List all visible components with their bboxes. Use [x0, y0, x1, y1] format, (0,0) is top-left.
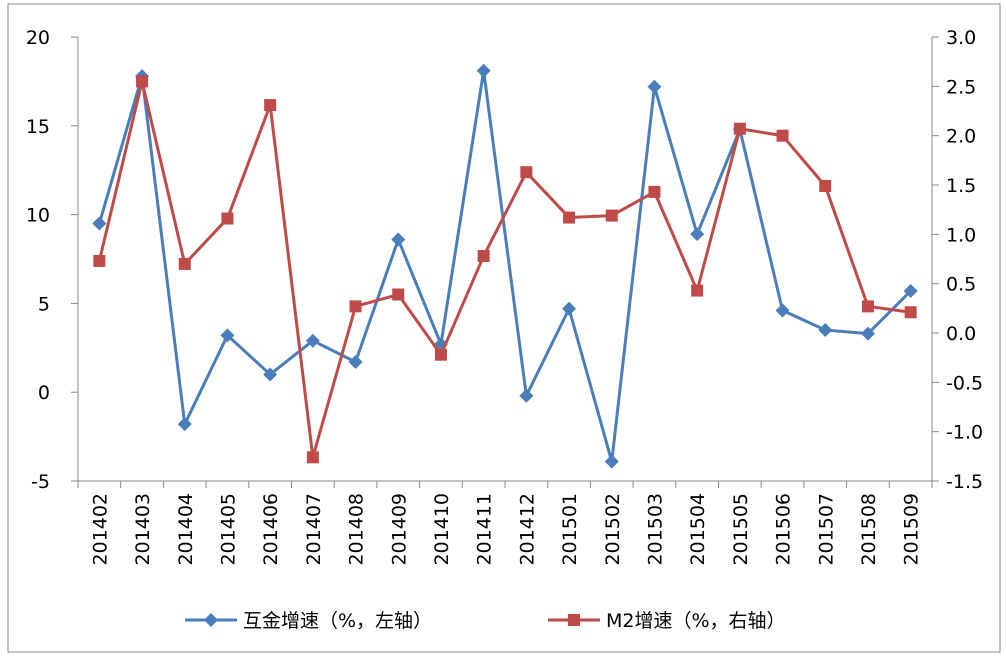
data-point: [604, 454, 619, 469]
data-point: [605, 209, 618, 222]
y2-tick-label: 2.5: [946, 76, 976, 98]
legend-marker: [204, 613, 218, 627]
x-tick-label: 201410: [431, 493, 453, 566]
chart-border: [7, 3, 1001, 653]
data-point: [690, 227, 705, 242]
data-point: [264, 99, 277, 112]
data-point: [177, 417, 192, 432]
data-point: [476, 63, 491, 78]
x-tick-label: 201402: [89, 493, 111, 566]
x-tick-label: 201407: [303, 493, 325, 566]
x-tick-label: 201503: [644, 493, 666, 566]
x-tick-label: 201509: [901, 493, 923, 566]
data-point: [221, 212, 234, 225]
x-tick-label: 201403: [132, 493, 154, 566]
y-tick-label: 10: [26, 205, 50, 227]
data-point: [733, 122, 746, 135]
series-line: [97, 79, 911, 459]
data-point: [136, 75, 149, 88]
x-tick-label: 201405: [217, 493, 239, 566]
y2-tick-label: 0.5: [946, 274, 976, 296]
data-point: [776, 129, 789, 142]
data-point: [348, 355, 363, 370]
y2-tick-label: 3.0: [946, 27, 976, 49]
data-point: [93, 254, 106, 267]
data-point: [178, 257, 191, 270]
data-point: [220, 328, 235, 343]
y2-tick-label: -0.5: [946, 372, 983, 394]
data-point: [519, 388, 534, 403]
data-point: [904, 306, 917, 319]
y2-tick-label: -1.5: [946, 471, 983, 493]
data-point: [434, 348, 447, 361]
x-tick-label: 201408: [346, 493, 368, 566]
data-point: [306, 451, 319, 464]
data-point: [648, 185, 661, 198]
y-tick-label: 20: [26, 27, 50, 49]
x-tick-label: 201412: [516, 493, 538, 566]
x-tick-label: 201504: [687, 493, 709, 566]
data-point: [819, 179, 832, 192]
y2-tick-label: 0.0: [946, 323, 976, 345]
y2-tick-label: 1.5: [946, 175, 976, 197]
data-point: [860, 326, 875, 341]
data-point: [563, 211, 576, 224]
y-tick-label: 5: [38, 293, 50, 315]
series-line: [97, 69, 912, 463]
data-point: [647, 79, 662, 94]
x-tick-label: 201506: [773, 493, 795, 566]
x-tick-label: 201501: [559, 493, 581, 566]
data-point: [861, 300, 874, 313]
x-tick-label: 201406: [260, 493, 282, 566]
legend-marker: [568, 614, 580, 626]
y2-tick-label: 1.0: [946, 224, 976, 246]
data-point: [392, 288, 405, 301]
data-point: [305, 333, 320, 348]
data-point: [903, 283, 918, 298]
data-point: [520, 166, 533, 179]
x-tick-label: 201507: [815, 493, 837, 566]
data-point: [92, 216, 107, 231]
y-tick-label: 15: [26, 116, 50, 138]
data-point: [562, 301, 577, 316]
x-tick-label: 201404: [175, 493, 197, 566]
data-point: [477, 250, 490, 263]
y2-tick-label: 2.0: [946, 126, 976, 148]
x-tick-label: 201502: [602, 493, 624, 566]
data-point: [391, 232, 406, 247]
x-tick-label: 201409: [388, 493, 410, 566]
x-tick-label: 201505: [730, 493, 752, 566]
x-tick-label: 201411: [474, 493, 496, 566]
legend-label: 互金增速（%，左轴）: [243, 610, 432, 632]
x-tick-label: 201508: [858, 493, 880, 566]
data-point: [775, 303, 790, 318]
y2-tick-label: -1.0: [946, 422, 983, 444]
data-point: [349, 300, 362, 313]
y-tick-label: -5: [31, 471, 50, 493]
data-point: [818, 323, 833, 338]
legend-label: M2增速（%，右轴）: [606, 610, 786, 632]
data-point: [691, 284, 704, 297]
data-point: [263, 367, 278, 382]
y-tick-label: 0: [38, 382, 50, 404]
